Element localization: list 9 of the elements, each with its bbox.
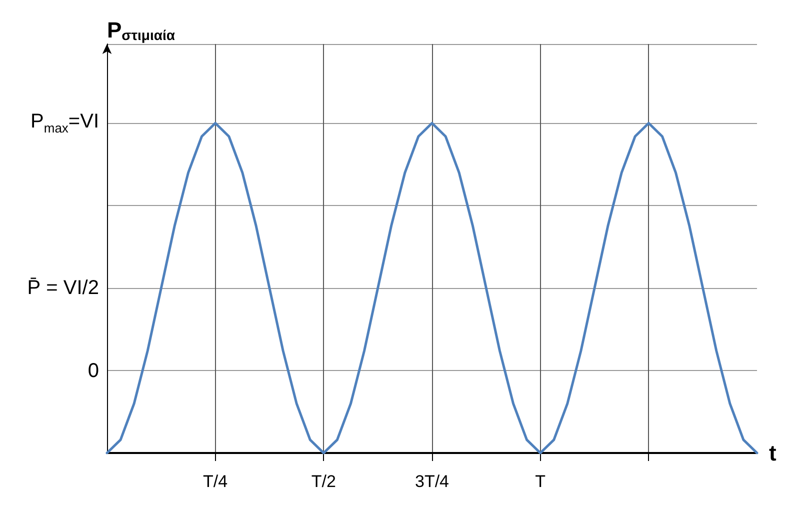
y-axis-title: Pστιμιαία bbox=[107, 18, 176, 43]
text: 0 bbox=[88, 360, 99, 382]
x-axis-title: t bbox=[769, 440, 777, 466]
x-tick-label: T/4 bbox=[203, 472, 228, 491]
x-tick-label: 3T/4 bbox=[414, 472, 450, 491]
x-tick-label: T bbox=[535, 472, 546, 491]
text: P̄ = VI/2 bbox=[27, 277, 99, 300]
x-tick-label: T/2 bbox=[311, 472, 336, 491]
text: P$_{max}$=VI bbox=[30, 110, 99, 136]
